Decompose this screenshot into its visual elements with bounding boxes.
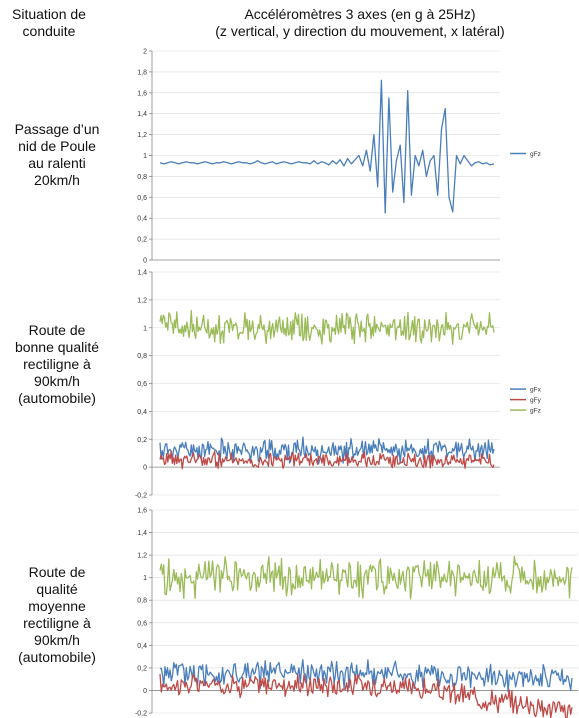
legend-label: gFz <box>530 151 541 158</box>
y-tick-label: 1,2 <box>137 132 147 139</box>
y-tick-label: 0,4 <box>137 643 147 650</box>
y-tick-label: 1,6 <box>137 508 147 515</box>
y-tick-label: 0,8 <box>137 353 147 360</box>
y-tick-label: 1,4 <box>137 530 147 537</box>
y-tick-label: 0,2 <box>137 237 147 244</box>
y-tick-label: 0 <box>143 465 147 472</box>
y-tick-label: 0,8 <box>137 598 147 605</box>
y-tick-label: 0,4 <box>137 216 147 223</box>
y-tick-label: -0,2 <box>135 493 147 500</box>
y-tick-label: 1 <box>143 153 147 160</box>
legend-label: gFx <box>530 387 542 394</box>
column-header-accelerometers: Accéléromètres 3 axes (en g à 25Hz) (z ve… <box>215 6 505 39</box>
y-tick-label: 1,4 <box>137 111 147 118</box>
row-label-pothole: Passage d’un nid de Poule au ralenti 20km/h <box>14 121 100 188</box>
series-line-gfz <box>159 79 495 214</box>
series-line-gfx <box>159 436 495 465</box>
legend-label: gFz <box>530 408 541 415</box>
y-tick-label: 1 <box>143 575 147 582</box>
y-tick-label: 0,8 <box>137 174 147 181</box>
y-tick-label: 1,2 <box>137 297 147 304</box>
legend-label: gFy <box>530 397 542 404</box>
y-tick-label: 0,2 <box>137 437 147 444</box>
series-line-gfz <box>159 555 573 600</box>
y-tick-label: 1,4 <box>137 270 147 277</box>
y-tick-label: 1 <box>143 325 147 332</box>
row-label-good-road: Route de bonne qualité rectiligne à 90km/h(… <box>14 322 100 406</box>
series-line-gfx <box>159 659 573 693</box>
y-tick-label: -0,2 <box>135 711 147 718</box>
column-header-situation: Situation de conduite <box>12 6 86 39</box>
y-tick-label: 0,6 <box>137 195 147 202</box>
y-tick-label: 1,2 <box>137 553 147 560</box>
row-label-medium-road: Route de qualité moyenne rectiligne à 90km/h… <box>18 564 96 665</box>
y-tick-label: 0 <box>143 258 147 265</box>
y-tick-label: 0 <box>143 688 147 695</box>
y-tick-label: 1,8 <box>137 69 147 76</box>
series-line-gfy <box>159 673 573 718</box>
y-tick-label: 2 <box>143 49 147 56</box>
y-tick-label: 0,2 <box>137 665 147 672</box>
y-tick-label: 0,6 <box>137 620 147 627</box>
series-line-gfy <box>159 450 495 470</box>
y-tick-label: 0,4 <box>137 409 147 416</box>
series-line-gfz <box>159 310 495 345</box>
y-tick-label: 1,6 <box>137 90 147 97</box>
y-tick-label: 0,6 <box>137 381 147 388</box>
